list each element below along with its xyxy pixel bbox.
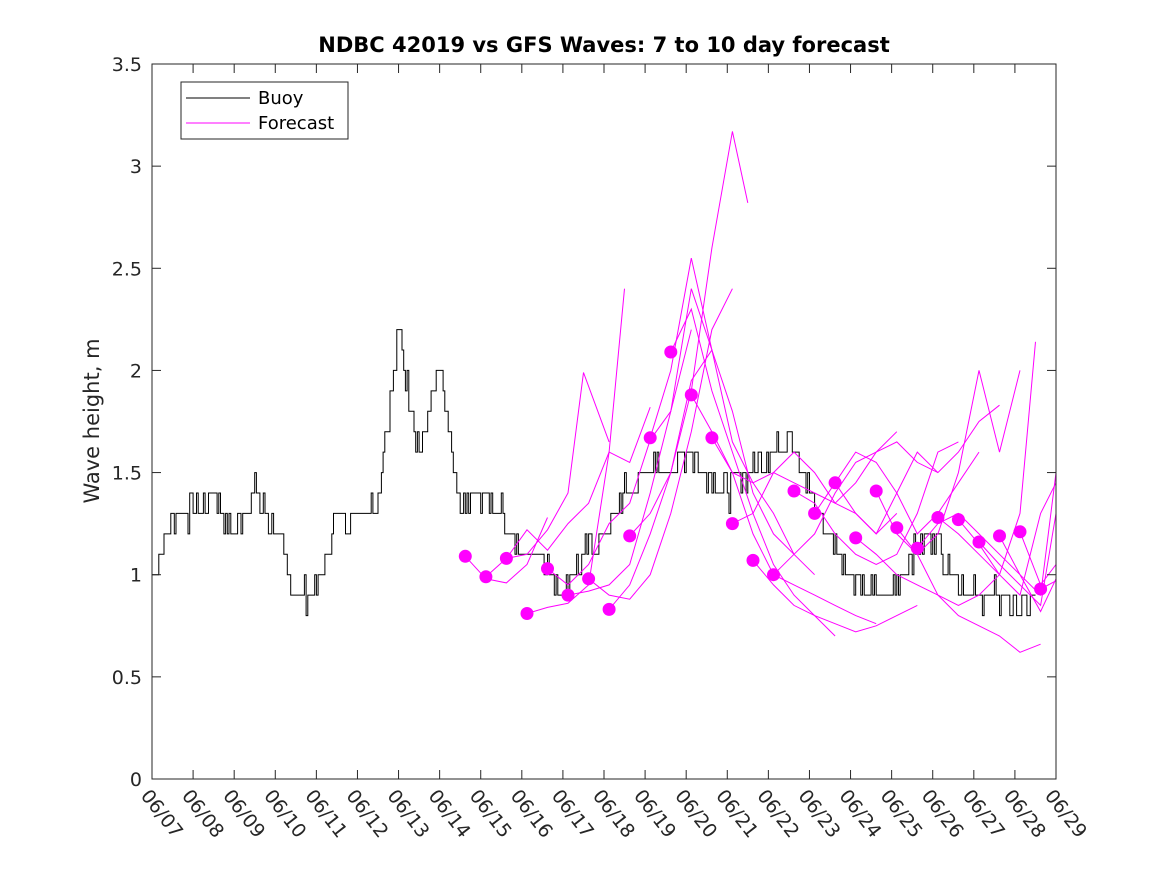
legend: Buoy Forecast — [180, 81, 349, 140]
forecast-start-point-27 — [993, 529, 1006, 543]
forecast-line-15 — [752, 560, 918, 633]
y-tick-label: 2 — [130, 360, 142, 382]
y-tick-label: 0 — [130, 769, 142, 791]
forecast-line-7 — [588, 288, 733, 600]
forecast-start-point-9 — [623, 529, 637, 543]
forecast-line-27 — [999, 535, 1057, 613]
y-tick-label: 2.5 — [112, 258, 142, 280]
forecast-start-point-22 — [890, 521, 904, 535]
forecast-line-12 — [690, 394, 877, 625]
buoy-series-line — [152, 329, 1036, 617]
legend-box — [180, 81, 349, 140]
forecast-line-1 — [464, 517, 548, 584]
forecast-line-10 — [649, 257, 815, 576]
legend-label-buoy: Buoy — [258, 88, 304, 109]
forecast-line-21 — [875, 370, 1021, 556]
forecast-line-26 — [978, 513, 1057, 607]
forecast-start-point-2 — [479, 570, 493, 584]
forecast-line-8 — [608, 131, 749, 610]
y-tick-label: 1 — [130, 565, 142, 587]
forecast-start-point-20 — [849, 531, 863, 545]
forecast-start-point-17 — [787, 484, 801, 498]
forecast-line-24 — [937, 341, 1036, 576]
legend-label-forecast: Forecast — [258, 113, 334, 134]
y-axis-label: Wave height, m — [80, 338, 104, 503]
forecast-start-point-11 — [664, 345, 678, 359]
series-layer — [152, 131, 1057, 653]
forecast-start-point-5 — [541, 562, 554, 576]
forecast-start-point-15 — [746, 553, 760, 567]
forecast-line-20 — [855, 537, 1000, 606]
forecast-line-17 — [793, 441, 959, 566]
forecast-start-point-12 — [684, 388, 698, 402]
forecast-start-point-10 — [643, 431, 657, 445]
forecast-start-point-13 — [705, 431, 719, 445]
y-tick-label: 1.5 — [112, 463, 142, 485]
forecast-line-3 — [505, 407, 651, 559]
forecast-start-point-26 — [972, 535, 986, 549]
forecast-line-19 — [834, 404, 1000, 535]
forecast-start-point-6 — [561, 588, 575, 602]
forecast-start-point-28 — [1013, 525, 1027, 539]
forecast-start-point-1 — [458, 549, 472, 563]
forecast-start-point-25 — [951, 513, 965, 527]
forecast-line-4 — [526, 288, 625, 614]
forecast-start-point-29 — [1034, 582, 1048, 596]
forecast-start-point-19 — [828, 476, 842, 490]
y-tick-label: 3.5 — [112, 54, 142, 76]
y-tick-label: 3 — [130, 156, 142, 178]
forecast-start-point-14 — [725, 517, 739, 531]
forecast-line-6 — [567, 288, 713, 596]
plot-area — [152, 64, 1056, 779]
forecast-start-point-4 — [520, 607, 534, 620]
chart-title: NDBC 42019 vs GFS Waves: 7 to 10 day for… — [318, 33, 889, 57]
forecast-start-point-3 — [499, 551, 513, 565]
forecast-start-point-7 — [582, 572, 596, 586]
forecast-line-16 — [773, 441, 939, 576]
y-tick-label: 0.5 — [112, 667, 142, 689]
forecast-line-14 — [732, 431, 898, 525]
forecast-start-point-23 — [910, 541, 924, 555]
forecast-line-5 — [547, 329, 692, 586]
forecast-line-22 — [896, 527, 1041, 653]
forecast-start-point-16 — [767, 568, 780, 582]
forecast-start-point-18 — [808, 506, 822, 520]
forecast-start-point-21 — [869, 484, 883, 498]
forecast-start-point-24 — [931, 511, 945, 524]
forecast-start-point-8 — [602, 602, 616, 616]
